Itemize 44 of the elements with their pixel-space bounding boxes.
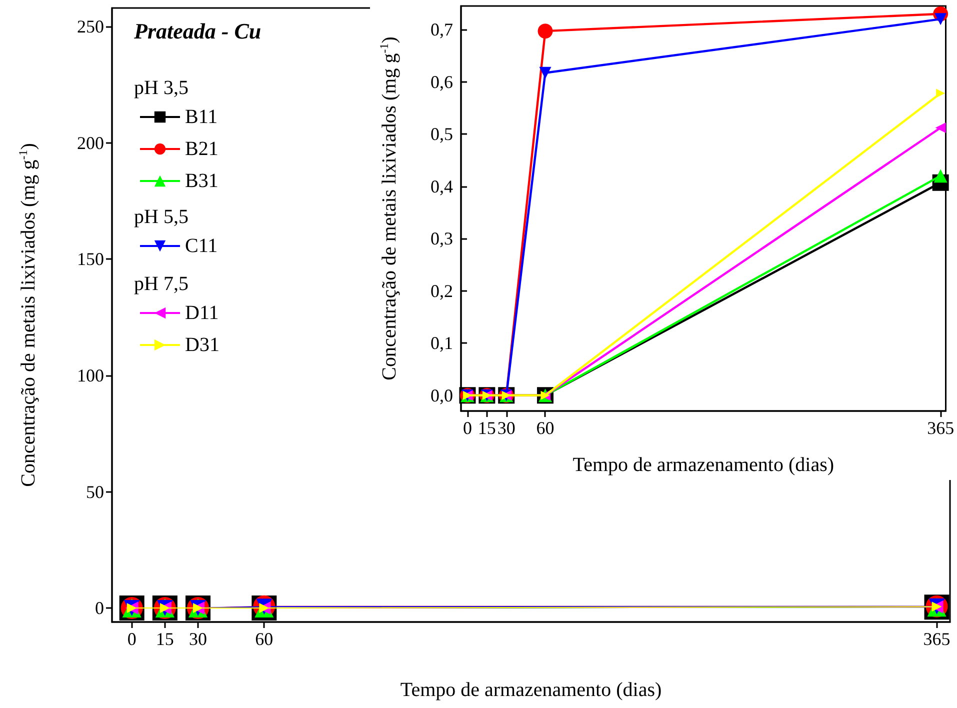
x-tick-label: 30 [189,629,208,649]
x-tick-label: 30 [497,418,516,438]
y-axis-title: Concentração de metais lixiviados (mg g-1) [377,36,400,380]
y-tick-label: 50 [86,482,104,502]
x-tick-label: 60 [255,629,274,649]
annotation: pH 3,5 [134,77,188,99]
y-tick-label: 0,1 [430,333,453,354]
y-tick-label: 150 [77,249,104,270]
x-axis-title: Tempo de armazenamento (dias) [572,454,834,476]
point [936,88,946,98]
x-tick-label: 365 [923,629,950,649]
legend-label: C11 [185,235,218,257]
x-tick-label: 0 [127,629,136,649]
x-tick-label: 60 [536,418,554,438]
y-tick-label: 0,5 [430,124,453,144]
x-axis-title: Tempo de armazenamento (dias) [400,679,662,701]
point [934,169,948,183]
y-tick-label: 0,4 [430,176,453,196]
legend-label: B11 [185,106,218,128]
x-tick-label: 15 [478,418,496,438]
point [539,66,552,79]
legend-label: D31 [185,334,220,356]
annotation: pH 7,5 [134,273,188,295]
y-tick-label: 250 [77,16,104,37]
legend-label: B31 [185,170,218,192]
y-tick-label: 0,6 [430,72,453,92]
y-tick-label: 100 [77,365,104,386]
annotation: pH 5,5 [134,206,188,228]
y-tick-label: 0,7 [430,20,453,40]
point [934,13,947,26]
y-tick-label: 0,0 [430,385,453,406]
x-tick-label: 365 [927,418,954,438]
point [935,122,946,134]
legend-label: B21 [185,138,218,160]
x-tick-label: 0 [462,418,472,438]
y-tick-label: 0,2 [430,280,453,301]
x-tick-label: 15 [156,629,174,649]
point [538,24,553,39]
y-tick-label: 0 [95,598,104,618]
y-tick-label: 200 [77,132,104,153]
y-tick-label: 0,3 [430,228,453,249]
legend-label: D11 [185,302,219,324]
y-axis-title: Concentração de metais lixiviados (mg g-1) [16,143,40,487]
text: Prateada - Cu [133,18,262,44]
